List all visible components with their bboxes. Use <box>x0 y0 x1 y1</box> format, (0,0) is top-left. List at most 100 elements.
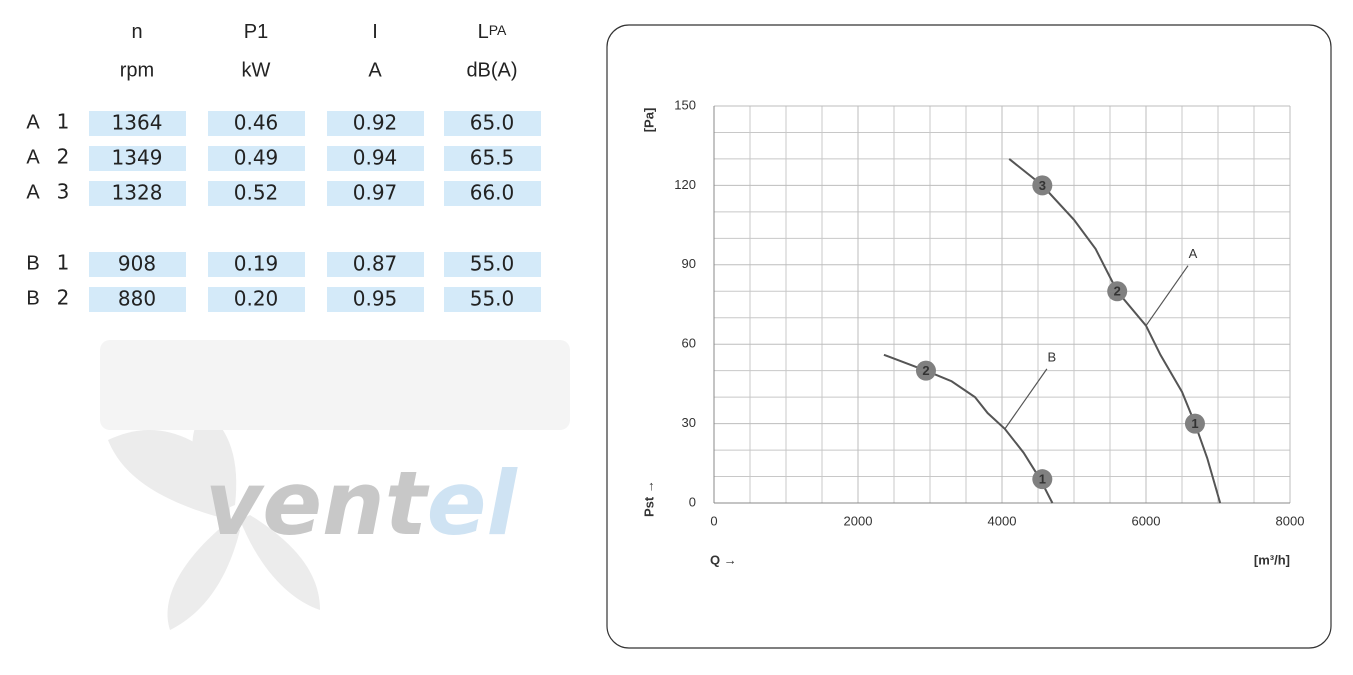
cell-value: 0.95 <box>353 287 398 311</box>
cell-bg <box>208 252 305 277</box>
operating-point-label: 1 <box>1191 416 1198 431</box>
operating-point <box>1032 175 1053 196</box>
header-symbol: P1 <box>244 21 268 43</box>
x-tick-label: 2000 <box>844 513 873 528</box>
cell-bg <box>444 111 541 136</box>
cell-value: 0.92 <box>353 111 398 135</box>
y-axis-unit: [Pa] <box>641 108 656 133</box>
header-symbol: n <box>131 21 142 43</box>
x-tick-label: 6000 <box>1132 513 1161 528</box>
cell-value: 0.94 <box>353 146 398 170</box>
column-unit: kW <box>242 59 271 81</box>
cell-bg <box>327 252 424 277</box>
column-header: n <box>131 21 142 43</box>
operating-point-label: 1 <box>1039 472 1046 487</box>
row-group: A <box>26 181 40 203</box>
header-subscript: PA <box>489 22 507 38</box>
operating-point-label: 3 <box>1039 178 1046 193</box>
cell-value: 0.97 <box>353 181 398 205</box>
watermark-fan <box>100 340 570 630</box>
cell-value: 0.20 <box>234 287 279 311</box>
watermark-dark: vent <box>205 452 430 555</box>
cell-bg <box>89 181 186 206</box>
cell-bg <box>444 252 541 277</box>
cell-bg <box>89 146 186 171</box>
cell-value: 1364 <box>112 111 163 135</box>
column-header: P1 <box>244 21 268 43</box>
cell-bg <box>89 111 186 136</box>
cell-bg <box>208 181 305 206</box>
cell-value: 55.0 <box>470 287 515 311</box>
cell-value: 0.49 <box>234 146 279 170</box>
column-header: LPA <box>478 21 507 43</box>
cell-value: 65.0 <box>470 111 515 135</box>
operating-point <box>1184 413 1205 434</box>
column-unit: rpm <box>120 59 154 81</box>
curve-leader <box>1004 368 1048 430</box>
operating-point <box>1107 281 1128 302</box>
operating-point-label: 2 <box>922 363 929 378</box>
curve-leader <box>1145 265 1189 327</box>
operating-point <box>915 360 936 381</box>
y-tick-label: 90 <box>682 256 696 271</box>
operating-point <box>1032 469 1053 490</box>
column-unit: A <box>368 59 382 81</box>
cell-value: 0.87 <box>353 252 398 276</box>
y-tick-label: 60 <box>682 336 696 351</box>
cell-value: 1349 <box>112 146 163 170</box>
curve-name: B <box>1048 349 1057 364</box>
x-tick-label: 8000 <box>1276 513 1305 528</box>
row-group: B <box>26 287 39 309</box>
cell-bg <box>327 111 424 136</box>
header-symbol: I <box>372 21 378 43</box>
cell-value: 1328 <box>112 181 163 205</box>
y-tick-label: 150 <box>674 97 696 112</box>
cell-bg <box>208 111 305 136</box>
column-unit: dB(A) <box>466 59 517 81</box>
row-group: A <box>26 146 40 168</box>
cell-value: 880 <box>118 287 156 311</box>
curve <box>883 353 1054 504</box>
watermark-light: el <box>427 452 519 555</box>
curve-name: A <box>1189 246 1198 261</box>
cell-bg <box>89 287 186 312</box>
cell-bg <box>444 181 541 206</box>
y-tick-label: 0 <box>689 494 696 509</box>
cell-bg <box>89 252 186 277</box>
x-tick-label: 0 <box>710 513 717 528</box>
watermark-text: ventel <box>205 452 518 555</box>
curve <box>1008 158 1222 504</box>
cell-value: 55.0 <box>470 252 515 276</box>
cell-value: 0.52 <box>234 181 279 205</box>
row-curve: 2 <box>57 286 70 310</box>
column-header: I <box>372 21 378 43</box>
x-axis-label: Q → <box>710 552 737 567</box>
header-symbol: L <box>478 21 489 43</box>
cell-value: 65.5 <box>470 146 515 170</box>
cell-bg <box>208 287 305 312</box>
row-group: A <box>26 111 40 133</box>
operating-point-label: 2 <box>1114 284 1121 299</box>
x-axis-unit: [m³/h] <box>1254 552 1290 567</box>
row-curve: 3 <box>57 180 70 204</box>
row-curve: 2 <box>57 145 70 169</box>
cell-value: 0.46 <box>234 111 279 135</box>
cell-bg <box>327 181 424 206</box>
cell-bg <box>327 287 424 312</box>
row-curve: 1 <box>57 251 70 275</box>
chart: 0 2000 4000 6000 8000 0 30 60 90 120 150 Q → [m³/h] P… <box>641 97 1304 567</box>
cell-bg <box>444 146 541 171</box>
cell-value: 66.0 <box>470 181 515 205</box>
cell-value: 908 <box>118 252 156 276</box>
cell-bg <box>208 146 305 171</box>
cell-bg <box>444 287 541 312</box>
x-tick-label: 4000 <box>988 513 1017 528</box>
row-curve: 1 <box>57 110 70 134</box>
cell-bg <box>327 146 424 171</box>
chart-frame <box>606 24 1332 649</box>
row-group: B <box>26 252 39 274</box>
y-tick-label: 120 <box>674 177 696 192</box>
cell-value: 0.19 <box>234 252 279 276</box>
